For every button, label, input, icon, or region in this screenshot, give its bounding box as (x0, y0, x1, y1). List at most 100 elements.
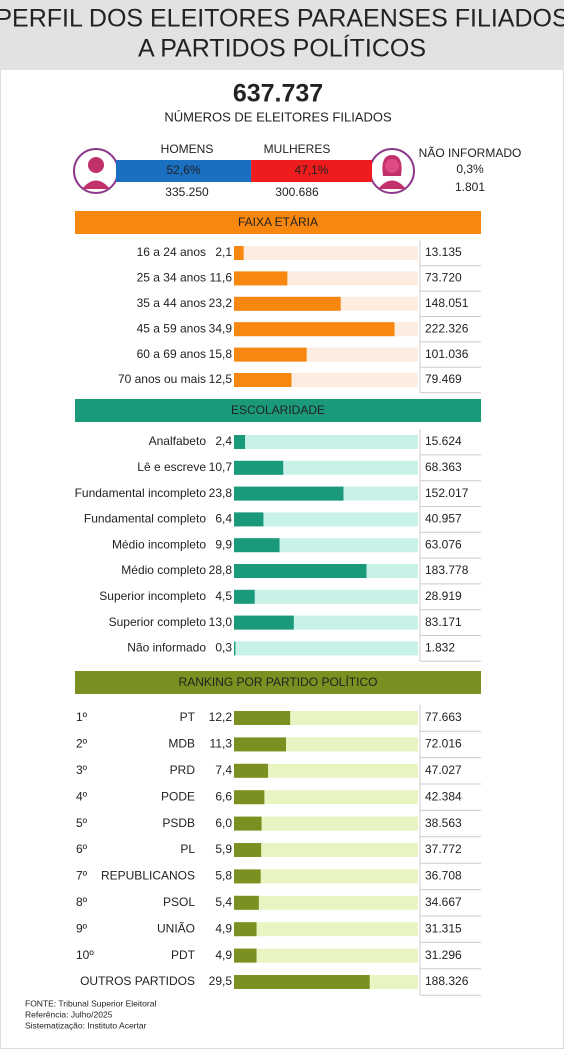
count: 37.772 (425, 842, 462, 856)
category-label: Analfabeto (149, 434, 207, 448)
title: A PARTIDOS POLÍTICOS (138, 34, 426, 63)
men-bar (116, 160, 252, 182)
category-label: Médio completo (121, 563, 206, 577)
bar-track (234, 922, 418, 937)
value-label: 15,8 (209, 347, 233, 361)
value-label: 10,7 (209, 460, 233, 474)
count: 38.563 (425, 816, 462, 830)
count: 188.326 (425, 974, 469, 988)
value-label: 13,0 (209, 615, 233, 629)
bar (234, 869, 261, 884)
bar (234, 512, 264, 527)
not-informed-percent: 0,3% (456, 162, 484, 176)
category-label: Fundamental completo (84, 512, 206, 526)
category-label: Fundamental incompleto (75, 486, 207, 500)
value-label: 28,8 (209, 563, 233, 577)
value-label: 5,4 (215, 895, 232, 909)
bar (234, 948, 257, 963)
count: 34.667 (425, 895, 462, 909)
bar-track (234, 948, 418, 963)
category-label: PSOL (163, 895, 195, 909)
rank: 5º (76, 816, 88, 830)
count: 13.135 (425, 245, 462, 259)
bar-track (234, 538, 418, 553)
value-label: 4,9 (215, 948, 232, 962)
value-label: 6,4 (215, 512, 232, 526)
value-label: 2,1 (215, 245, 232, 259)
title: PERFIL DOS ELEITORES PARAENSES FILIADOS (0, 5, 564, 33)
count: 36.708 (425, 869, 462, 883)
category-label: PODE (161, 789, 195, 803)
count: 79.469 (425, 372, 462, 386)
bar (234, 922, 257, 937)
women-percent: 47,1% (295, 163, 329, 177)
bar (234, 460, 284, 475)
category-label: REPUBLICANOS (101, 869, 195, 883)
category-label: 70 anos ou mais (118, 372, 206, 386)
section-header (75, 671, 481, 694)
count: 83.171 (425, 615, 462, 629)
value-label: 9,9 (215, 537, 232, 551)
bar (234, 296, 341, 311)
category-label: OUTROS PARTIDOS (80, 974, 195, 988)
count: 148.051 (425, 296, 469, 310)
value-label: 4,9 (215, 921, 232, 935)
count: 72.016 (425, 737, 462, 751)
value-label: 11,6 (210, 271, 233, 285)
count: 1.832 (425, 641, 455, 655)
value-label: 29,5 (209, 974, 233, 988)
count: 15.624 (425, 434, 462, 448)
count: 31.296 (425, 948, 462, 962)
count: 63.076 (425, 537, 462, 551)
women-count: 300.686 (275, 185, 319, 199)
bar (234, 435, 246, 449)
bar-track (234, 816, 418, 831)
total: 637.737 (233, 80, 323, 108)
value-label: 11,3 (210, 737, 233, 751)
bar (234, 615, 294, 630)
value-label: 5,9 (215, 842, 232, 856)
category-label: 45 a 59 anos (137, 321, 206, 335)
count: 31.315 (425, 921, 462, 935)
bar-track (234, 763, 418, 778)
bar-track (234, 895, 418, 910)
value-label: 12,5 (209, 372, 233, 386)
count: 42.384 (425, 789, 462, 803)
not-informed-label: NÃO INFORMADO (419, 146, 522, 160)
value-label: 23,2 (209, 296, 233, 310)
bar (234, 763, 269, 778)
count: 68.363 (425, 460, 462, 474)
bar (234, 271, 288, 286)
footer: Referência: Julho/2025 (25, 1009, 113, 1019)
footer: FONTE: Tribunal Superior Eleitoral (25, 998, 156, 1008)
value-label: 12,2 (209, 710, 233, 724)
men-count: 335.250 (165, 185, 209, 199)
bar-track (234, 790, 418, 805)
count: 73.720 (425, 271, 462, 285)
bar (234, 538, 280, 553)
bar (234, 816, 262, 831)
category-label: 60 a 69 anos (137, 347, 206, 361)
category-label: PDT (171, 948, 196, 962)
rank: 4º (76, 789, 88, 803)
value-label: 0,3 (215, 641, 232, 655)
bar (234, 322, 395, 337)
rank: 7º (76, 869, 88, 883)
male-icon (73, 148, 119, 194)
value-label: 34,9 (209, 321, 233, 335)
count: 47.027 (425, 763, 462, 777)
bar (234, 246, 244, 260)
count: 40.957 (425, 512, 462, 526)
category-label: MDB (168, 737, 195, 751)
men-label: HOMENS (161, 142, 214, 156)
section-title: ESCOLARIDADE (231, 403, 325, 417)
bar-track (234, 589, 418, 604)
bar (234, 737, 286, 752)
bar (234, 373, 292, 387)
category-label: PL (180, 842, 195, 856)
category-label: UNIÃO (157, 921, 195, 935)
bar-track (234, 435, 418, 449)
value-label: 6,6 (215, 789, 232, 803)
women-label: MULHERES (264, 142, 331, 156)
